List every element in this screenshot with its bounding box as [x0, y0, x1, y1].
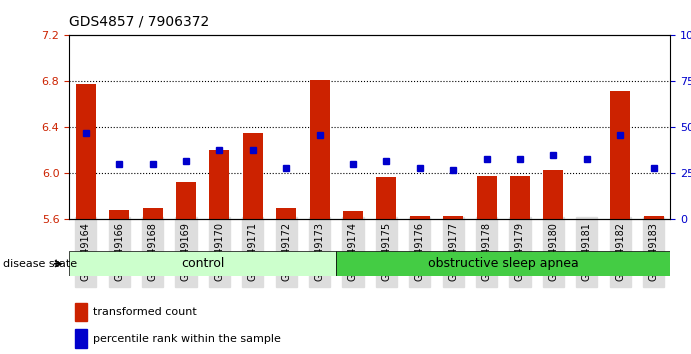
Text: control: control [181, 257, 225, 270]
Text: disease state: disease state [3, 259, 77, 269]
Bar [209, 150, 229, 219]
Bar [410, 216, 430, 219]
Bar [310, 80, 330, 219]
Bar [243, 133, 263, 219]
Text: transformed count: transformed count [93, 307, 197, 317]
Bar [75, 329, 87, 348]
Bar [109, 210, 129, 219]
Bar [610, 91, 630, 219]
Bar [643, 216, 663, 219]
Bar [76, 84, 96, 219]
Bar [276, 208, 296, 219]
Bar [75, 303, 87, 321]
Bar [577, 219, 597, 277]
Bar [343, 211, 363, 219]
Bar [377, 177, 397, 219]
Bar [477, 176, 497, 219]
Bar [69, 251, 337, 276]
Text: percentile rank within the sample: percentile rank within the sample [93, 334, 281, 344]
Bar [543, 170, 563, 219]
Bar [142, 208, 162, 219]
Bar [510, 176, 530, 219]
Text: obstructive sleep apnea: obstructive sleep apnea [428, 257, 578, 270]
Bar [443, 216, 463, 219]
Text: GDS4857 / 7906372: GDS4857 / 7906372 [69, 14, 209, 28]
Bar [176, 182, 196, 219]
Bar [337, 251, 670, 276]
